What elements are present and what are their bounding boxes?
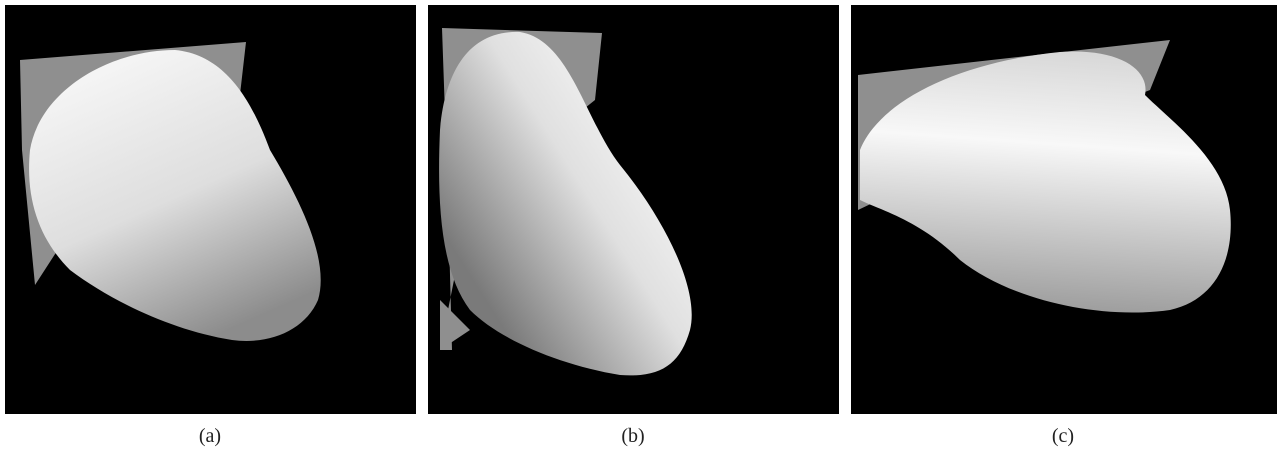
caption-label: (c) [1052, 425, 1074, 447]
caption-label: (b) [621, 425, 644, 447]
panel-a [5, 5, 416, 414]
panel-b [428, 5, 839, 414]
figure: (a) (b) (c) [0, 0, 1282, 455]
panel-c [851, 5, 1277, 414]
caption-label: (a) [199, 425, 221, 447]
